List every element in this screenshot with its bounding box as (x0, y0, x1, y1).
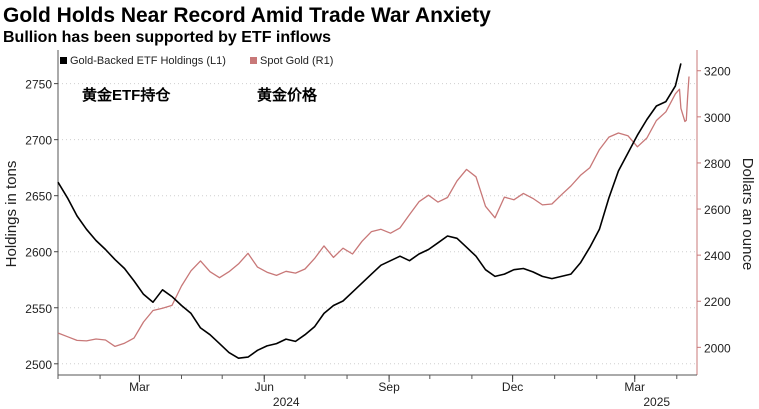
legend: Gold-Backed ETF Holdings (L1) Spot Gold … (60, 55, 333, 67)
gridlines (58, 83, 697, 365)
annotation-gold-price: 黄金价格 (257, 86, 318, 104)
right-tick-label: 2400 (704, 249, 731, 263)
spot-gold-line (57, 76, 690, 348)
legend-label-spot: Spot Gold (R1) (260, 55, 333, 67)
chart-subtitle: Bullion has been supported by ETF inflow… (3, 29, 332, 46)
x-tick-label: Mar (129, 380, 150, 394)
x-tick-label: Dec (502, 380, 523, 394)
legend-label-etf: Gold-Backed ETF Holdings (L1) (70, 55, 226, 67)
x-tick-label: Mar (624, 380, 645, 394)
right-axis-ticks: 2000 2200 2400 2600 2800 3000 3200 (697, 65, 731, 355)
x-year-label: 2025 (643, 395, 670, 409)
annotation-etf-holdings: 黄金ETF持仓 (82, 86, 171, 104)
etf-holdings-line (57, 63, 682, 360)
right-tick-label: 2800 (704, 157, 731, 171)
left-tick-label: 2750 (25, 78, 52, 92)
x-year-label: 2024 (273, 395, 300, 409)
left-tick-label: 2600 (25, 246, 52, 260)
legend-swatch-spot (250, 57, 257, 64)
chart-title: Gold Holds Near Record Amid Trade War An… (3, 4, 491, 27)
left-tick-label: 2550 (25, 302, 52, 316)
left-axis-title: Holdings in tons (3, 161, 20, 268)
right-tick-label: 2200 (704, 295, 731, 309)
legend-swatch-etf (60, 57, 67, 64)
right-tick-label: 2600 (704, 203, 731, 217)
right-axis-title: Dollars an ounce (739, 158, 756, 271)
left-axis-ticks: 2500 2550 2600 2650 2700 2750 (25, 78, 58, 372)
series-lines (57, 63, 690, 360)
right-tick-label: 2000 (704, 341, 731, 355)
right-tick-label: 3200 (704, 65, 731, 79)
left-tick-label: 2650 (25, 190, 52, 204)
axes (57, 50, 698, 376)
x-tick-label: Sep (378, 380, 400, 394)
right-tick-label: 3000 (704, 111, 731, 125)
x-tick-label: Jun (255, 380, 274, 394)
left-tick-label: 2500 (25, 358, 52, 372)
left-tick-label: 2700 (25, 134, 52, 148)
